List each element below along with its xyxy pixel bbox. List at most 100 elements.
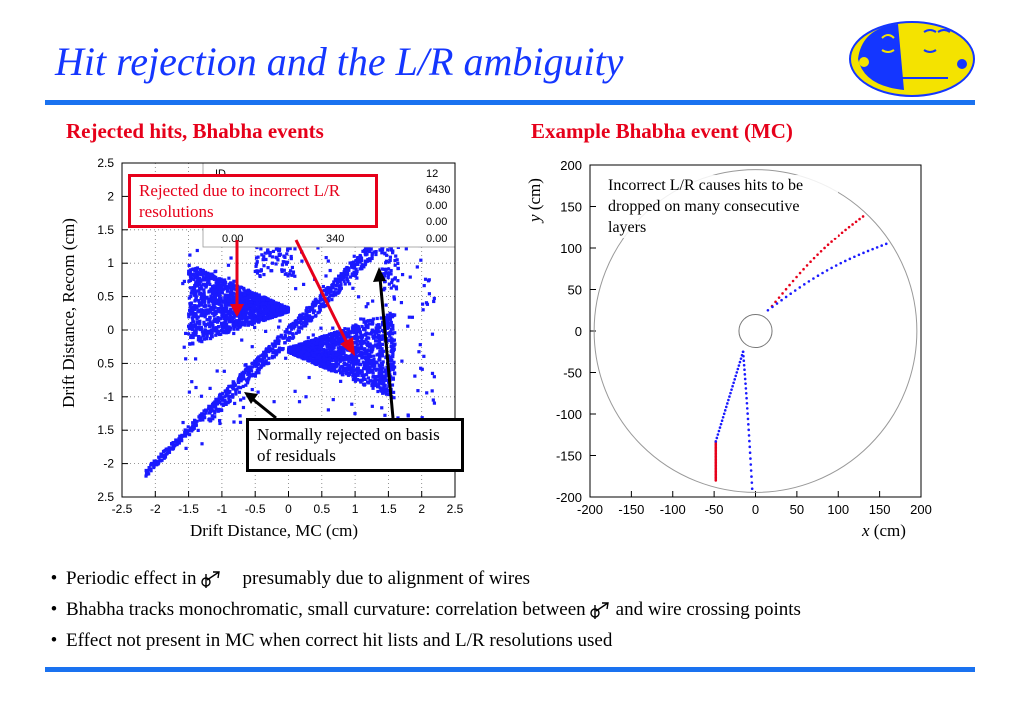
scatter-point	[199, 309, 203, 313]
scatter-point	[301, 356, 305, 360]
scatter-point	[317, 337, 321, 341]
hit-point	[866, 249, 870, 253]
scatter-point	[262, 350, 266, 354]
scatter-point	[280, 311, 284, 315]
scatter-point	[208, 417, 212, 421]
scatter-point	[344, 343, 348, 347]
scatter-point	[375, 384, 380, 388]
hit-point	[714, 461, 718, 464]
scatter-point	[177, 439, 181, 443]
scatter-point	[392, 371, 397, 375]
scatter-point	[280, 310, 285, 314]
scatter-point	[284, 307, 288, 311]
scatter-point	[250, 304, 254, 308]
scatter-point	[280, 346, 284, 351]
scatter-point	[389, 248, 393, 252]
scatter-point	[378, 355, 382, 359]
scatter-point	[336, 274, 341, 278]
hit-point	[812, 256, 816, 260]
scatter-point	[354, 350, 358, 354]
scatter-point	[274, 308, 278, 312]
scatter-point	[242, 321, 246, 326]
scatter-point	[274, 353, 278, 357]
scatter-point	[196, 309, 200, 313]
scatter-point	[201, 278, 205, 282]
scatter-point	[220, 324, 224, 329]
scatter-point	[283, 305, 287, 310]
scatter-point	[171, 444, 175, 448]
scatter-point	[172, 445, 176, 449]
scatter-point	[291, 351, 295, 355]
scatter-point	[228, 303, 232, 307]
scatter-point	[270, 315, 274, 319]
scatter-point	[228, 284, 232, 288]
hit-point	[743, 368, 746, 372]
scatter-point	[302, 346, 306, 350]
scatter-point	[212, 327, 217, 331]
hit-point	[840, 231, 844, 235]
scatter-point	[288, 347, 292, 351]
scatter-point	[277, 303, 281, 308]
scatter-point	[256, 316, 260, 320]
scatter-point	[214, 398, 218, 402]
scatter-point	[273, 304, 277, 308]
scatter-point	[382, 323, 386, 327]
scatter-point	[318, 338, 323, 343]
scatter-point	[194, 423, 198, 427]
scatter-point	[221, 288, 225, 292]
scatter-point	[329, 289, 333, 293]
scatter-point	[250, 322, 255, 327]
scatter-point	[413, 204, 417, 208]
scatter-point	[255, 319, 259, 323]
scatter-point	[277, 306, 281, 310]
scatter-point	[393, 263, 397, 267]
scatter-point	[220, 312, 224, 317]
y-tick-label: -150	[556, 449, 582, 464]
scatter-point	[375, 331, 379, 335]
scatter-point	[187, 296, 191, 300]
scatter-point	[237, 377, 241, 381]
scatter-point	[419, 258, 423, 262]
scatter-point	[375, 240, 379, 245]
hit-point	[798, 271, 802, 275]
scatter-point	[419, 366, 423, 370]
scatter-point	[309, 346, 313, 351]
x-tick-label: -2.5	[112, 502, 133, 516]
scatter-point	[328, 357, 332, 361]
scatter-point	[270, 313, 275, 317]
scatter-point	[214, 310, 218, 314]
scatter-point	[224, 313, 228, 317]
scatter-point	[370, 243, 374, 247]
scatter-point	[213, 270, 217, 274]
scatter-point	[197, 415, 201, 419]
hit-point	[777, 296, 781, 299]
hit-point	[721, 415, 725, 419]
scatter-point	[263, 352, 267, 356]
scatter-point	[353, 375, 357, 379]
scatter-point	[370, 254, 374, 258]
scatter-point	[341, 329, 345, 333]
scatter-point	[352, 351, 356, 355]
scatter-point	[237, 325, 241, 329]
scatter-point	[162, 455, 167, 459]
scatter-point	[260, 305, 265, 309]
scatter-point	[243, 292, 247, 297]
scatter-point	[188, 342, 192, 346]
scatter-point	[356, 373, 360, 377]
scatter-point	[233, 308, 237, 312]
scatter-point	[183, 432, 187, 436]
scatter-point	[223, 286, 227, 290]
scatter-point	[209, 323, 213, 327]
scatter-point	[270, 310, 274, 314]
scatter-point	[225, 301, 229, 305]
scatter-point	[259, 307, 263, 311]
scatter-point	[340, 345, 344, 350]
scatter-point	[351, 355, 356, 360]
scatter-point	[215, 331, 220, 335]
scatter-point	[356, 325, 360, 329]
scatter-point	[281, 311, 285, 315]
scatter-point	[380, 243, 384, 247]
scatter-point	[364, 359, 369, 363]
scatter-point	[349, 341, 353, 345]
scatter-point	[184, 429, 188, 433]
